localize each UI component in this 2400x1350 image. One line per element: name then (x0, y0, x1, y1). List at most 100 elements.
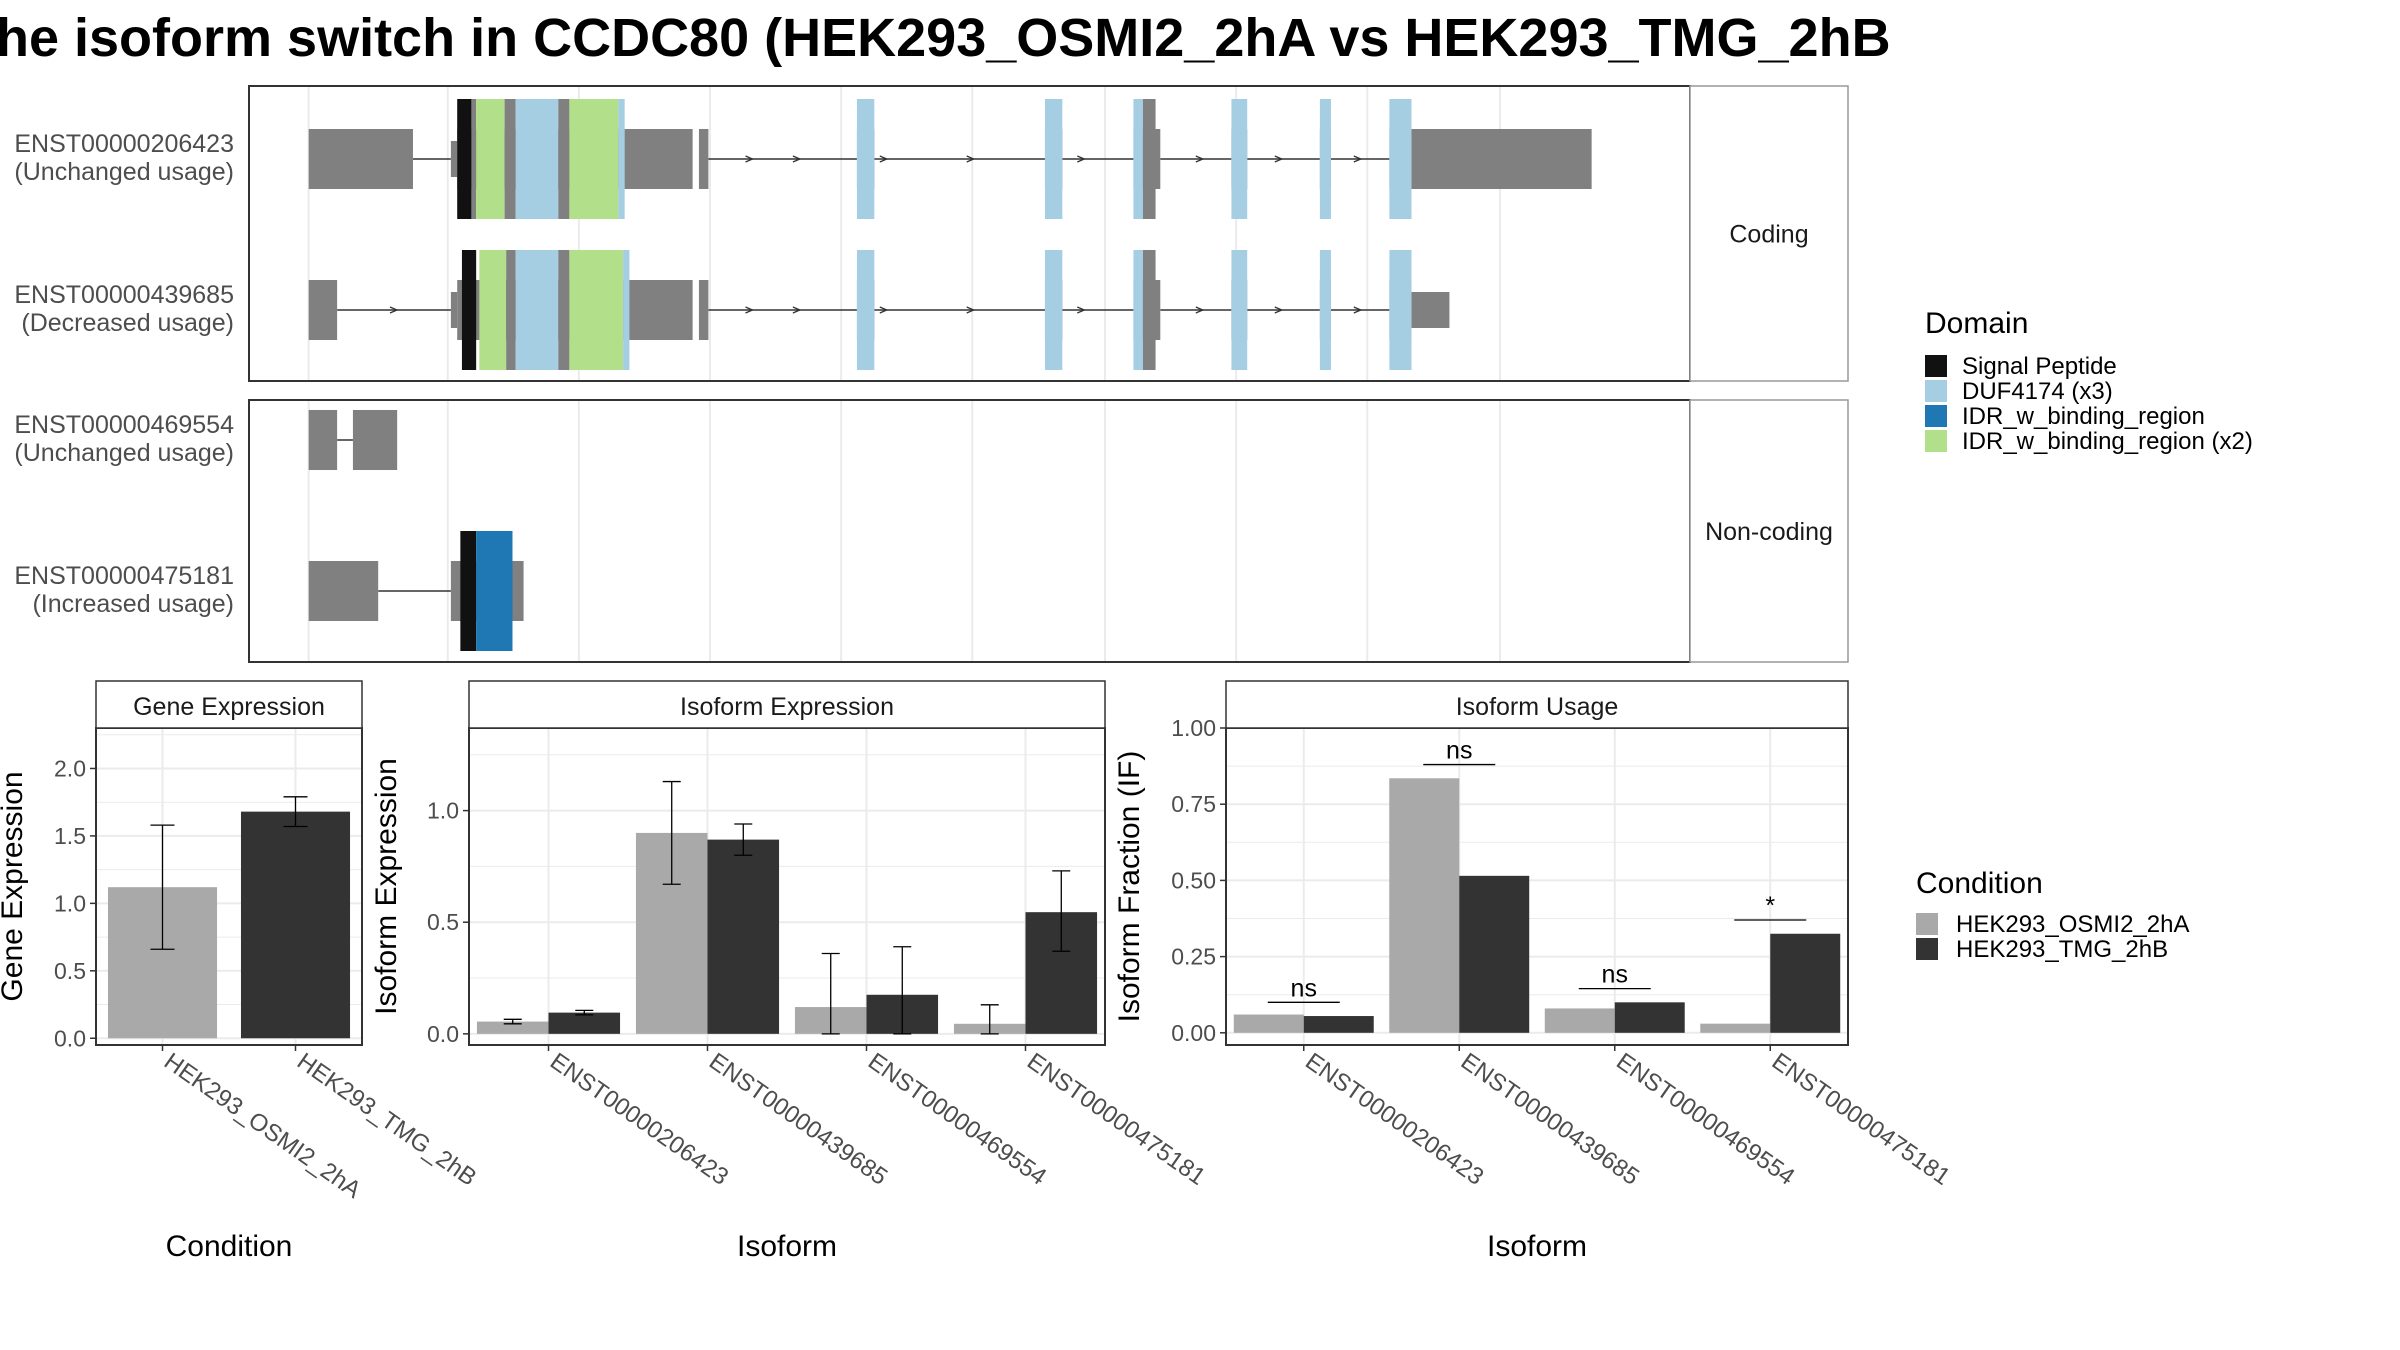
significance-label: ns (1602, 961, 1628, 989)
transcript-usage-label: (Unchanged usage) (14, 158, 234, 186)
intron-arrow (1195, 155, 1205, 163)
bar-condition-b (1614, 1002, 1685, 1033)
chart-plot-bg (1226, 728, 1848, 1045)
exon-block (698, 280, 709, 340)
bar-condition-b (707, 839, 780, 1034)
domain-legend-key (1925, 405, 1947, 427)
bar-condition-b (1459, 875, 1530, 1033)
chart-title-strip (468, 680, 1106, 729)
intron-arrow (1077, 155, 1086, 163)
y-tick-label: 0.0 (54, 1025, 86, 1051)
domain-block-exon (504, 99, 516, 219)
domain-legend-label: IDR_w_binding_region (x2) (1962, 428, 2253, 455)
y-axis-title: Isoform Fraction (IF) (1113, 751, 1146, 1023)
domain-block-duf4174 (1319, 250, 1331, 370)
intron-arrow (879, 155, 889, 163)
domain-legend-label: Signal Peptide (1962, 353, 2117, 380)
bar-condition-b (240, 811, 351, 1039)
exon-block (1411, 292, 1450, 328)
bar-condition-a (476, 1021, 549, 1034)
domain-legend-key (1925, 430, 1947, 452)
domain-block-duf4174 (1044, 250, 1063, 370)
intron-arrow (1353, 306, 1363, 314)
significance-label: * (1765, 892, 1775, 920)
isoform-usage-chart: 0.00 0.25 0.50 0.75 1.00 ns ns ns * Isoform Usage… (1113, 680, 1955, 1263)
intron-arrow (389, 306, 399, 314)
y-tick-label: 0.5 (427, 909, 459, 935)
domain-block-duf4174 (618, 99, 625, 219)
domain-block-signal-peptide (461, 250, 477, 370)
domain-block-duf4174 (623, 250, 630, 370)
chart-title: Isoform Expression (680, 693, 894, 721)
transcript-id-label: ENST00000206423 (14, 130, 234, 158)
bar-condition-a (1233, 1014, 1304, 1033)
chart-title: Isoform Usage (1456, 693, 1619, 721)
condition-legend-title: Condition (1916, 867, 2043, 900)
exon-block (308, 410, 338, 470)
domain-block-duf4174 (1319, 99, 1331, 219)
exon-block (352, 410, 398, 470)
y-tick-label: 1.0 (427, 798, 459, 824)
domain-block-signal-peptide (460, 531, 477, 651)
domain-legend-label: IDR_w_binding_region (1962, 403, 2205, 430)
condition-legend-label: HEK293_TMG_2hB (1956, 936, 2168, 963)
structure-strip (1689, 399, 1849, 663)
y-tick-label: 1.5 (54, 823, 86, 849)
y-tick-label: 1.00 (1171, 715, 1216, 741)
transcript-usage-label: (Decreased usage) (21, 309, 234, 337)
bar-condition-a (1544, 1008, 1615, 1033)
transcript-usage-label: (Unchanged usage) (14, 439, 234, 467)
domain-legend-label: DUF4174 (x3) (1962, 378, 2113, 405)
domain-block-duf4174 (1231, 250, 1248, 370)
y-tick-label: 0.0 (427, 1021, 459, 1047)
exon-block (698, 129, 709, 189)
domain-block-duf4174 (1133, 99, 1143, 219)
intron-arrow (879, 306, 889, 314)
exon-block (308, 129, 413, 189)
exon-block (450, 141, 458, 177)
y-tick-label: 0.75 (1171, 791, 1216, 817)
y-tick-label: 0.5 (54, 958, 86, 984)
domain-block-exon (506, 250, 516, 370)
intron-arrow (966, 155, 976, 163)
x-axis-title: Isoform (1487, 1230, 1587, 1263)
domain-legend-key (1925, 355, 1947, 377)
isoform-structure-panel: ENST00000206423(Unchanged usage)ENST0000… (14, 85, 1849, 663)
bar-condition-b (1303, 1016, 1374, 1033)
bar-condition-a (1700, 1023, 1771, 1033)
bar-condition-a (1389, 778, 1460, 1033)
chart-title-strip (95, 680, 363, 729)
domain-block-idr-x2 (569, 250, 624, 370)
domain-block-duf4174 (1231, 99, 1248, 219)
intron-arrow (792, 155, 802, 163)
structure-strip (1689, 85, 1849, 382)
domain-legend-title: Domain (1925, 307, 2028, 340)
y-tick-label: 0.25 (1171, 944, 1216, 970)
intron-arrow (1274, 306, 1284, 314)
domain-block-duf4174 (856, 250, 875, 370)
domain-block-duf4174 (1389, 250, 1412, 370)
condition-legend-label: HEK293_OSMI2_2hA (1956, 911, 2189, 938)
chart-title-strip (1225, 680, 1849, 729)
domain-block-duf4174 (1389, 99, 1412, 219)
intron-arrow (745, 155, 755, 163)
structure-group-label: Non-coding (1705, 518, 1833, 546)
domain-legend-key (1925, 380, 1947, 402)
domain-block-idr-x2 (476, 99, 505, 219)
significance-label: ns (1446, 737, 1472, 765)
intron-arrow (966, 306, 976, 314)
transcript-id-label: ENST00000439685 (14, 281, 234, 309)
intron-arrow (1353, 155, 1363, 163)
condition-legend-key (1916, 938, 1938, 960)
domain-block-idr-single (476, 531, 513, 651)
domain-block-duf4174 (515, 99, 559, 219)
condition-legend-key (1916, 913, 1938, 935)
domain-block-duf4174 (1133, 250, 1143, 370)
exon-block (1411, 129, 1592, 189)
significance-label: ns (1291, 974, 1317, 1002)
domain-block-exon (471, 99, 477, 219)
